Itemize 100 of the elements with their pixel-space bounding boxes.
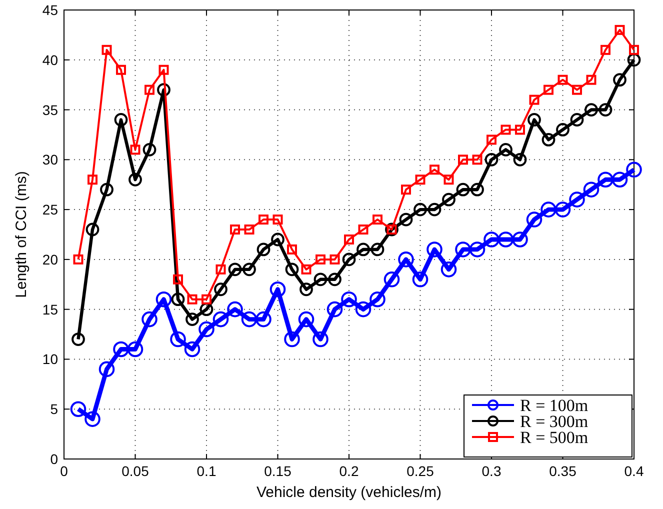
point bbox=[399, 212, 413, 226]
point bbox=[130, 144, 140, 155]
point bbox=[430, 164, 440, 175]
point bbox=[241, 311, 258, 328]
x-tick-label: 0.1 bbox=[196, 463, 216, 479]
x-tick-label: 0.4 bbox=[624, 463, 644, 479]
point bbox=[556, 123, 570, 136]
point bbox=[513, 152, 527, 166]
point bbox=[98, 361, 115, 378]
point bbox=[558, 74, 568, 85]
point bbox=[256, 311, 272, 328]
point bbox=[370, 291, 386, 308]
point bbox=[572, 84, 582, 95]
point bbox=[470, 182, 484, 196]
point bbox=[198, 321, 214, 338]
point bbox=[88, 174, 98, 185]
y-tick-label: 0 bbox=[50, 451, 58, 467]
point bbox=[486, 134, 496, 145]
point bbox=[214, 282, 228, 296]
point bbox=[455, 242, 471, 258]
point bbox=[212, 311, 229, 328]
point bbox=[285, 262, 299, 276]
point bbox=[499, 142, 512, 156]
point bbox=[554, 202, 571, 218]
legend-label: R = 500m bbox=[520, 428, 588, 447]
y-tick-label: 30 bbox=[42, 152, 58, 168]
point bbox=[170, 331, 186, 348]
point bbox=[128, 172, 142, 186]
point bbox=[428, 202, 442, 216]
point bbox=[469, 242, 486, 258]
point bbox=[301, 264, 312, 274]
point bbox=[142, 142, 156, 156]
point bbox=[173, 274, 183, 284]
point bbox=[244, 224, 254, 235]
point bbox=[200, 302, 214, 316]
point bbox=[187, 294, 198, 304]
x-tick-label: 0.2 bbox=[339, 463, 359, 479]
point bbox=[127, 341, 144, 358]
point bbox=[344, 234, 354, 244]
point bbox=[614, 24, 625, 35]
point bbox=[258, 214, 268, 225]
point bbox=[529, 94, 540, 105]
point bbox=[414, 202, 427, 216]
point bbox=[384, 272, 400, 288]
point bbox=[512, 232, 528, 248]
point bbox=[272, 214, 283, 225]
point bbox=[440, 262, 457, 278]
point bbox=[598, 172, 614, 188]
point bbox=[540, 202, 556, 218]
y-tick-label: 25 bbox=[42, 202, 58, 218]
y-axis-title: Length of CCI (ms) bbox=[13, 171, 30, 298]
point bbox=[341, 291, 357, 308]
x-tick-label: 0.3 bbox=[482, 463, 502, 479]
x-tick-label: 0 bbox=[60, 463, 68, 479]
point bbox=[526, 212, 542, 228]
point bbox=[171, 292, 185, 306]
point bbox=[284, 331, 300, 348]
point bbox=[472, 154, 482, 165]
legend-label: R = 100m bbox=[520, 396, 588, 415]
point bbox=[326, 301, 343, 318]
point bbox=[100, 182, 114, 196]
point bbox=[86, 222, 100, 236]
point bbox=[271, 232, 284, 246]
point bbox=[600, 44, 610, 55]
point bbox=[316, 254, 326, 264]
point bbox=[330, 254, 340, 264]
point bbox=[484, 152, 498, 166]
point bbox=[157, 83, 170, 97]
point bbox=[256, 242, 270, 256]
point bbox=[370, 242, 384, 256]
x-tick-label: 0.25 bbox=[406, 463, 434, 479]
point bbox=[544, 84, 554, 95]
point bbox=[456, 182, 470, 196]
point bbox=[372, 214, 382, 225]
y-tick-label: 10 bbox=[42, 351, 58, 368]
y-tick-label: 45 bbox=[42, 2, 58, 18]
point bbox=[298, 311, 314, 328]
point bbox=[569, 192, 585, 208]
point bbox=[542, 133, 556, 146]
point bbox=[144, 84, 154, 95]
point bbox=[358, 224, 368, 235]
point bbox=[300, 282, 313, 296]
point bbox=[598, 103, 612, 116]
point bbox=[230, 224, 240, 235]
point bbox=[498, 232, 514, 248]
y-tick-label: 40 bbox=[42, 52, 58, 68]
point bbox=[356, 242, 370, 256]
point bbox=[228, 262, 242, 276]
point bbox=[287, 244, 297, 254]
y-tick-label: 20 bbox=[42, 251, 58, 268]
point bbox=[84, 411, 100, 427]
point bbox=[500, 124, 511, 135]
point bbox=[515, 124, 525, 135]
point bbox=[442, 192, 456, 206]
point bbox=[202, 294, 212, 304]
point bbox=[584, 103, 598, 116]
point bbox=[184, 341, 200, 358]
point bbox=[355, 301, 372, 318]
x-tick-label: 0.15 bbox=[264, 463, 292, 479]
point bbox=[342, 252, 356, 266]
